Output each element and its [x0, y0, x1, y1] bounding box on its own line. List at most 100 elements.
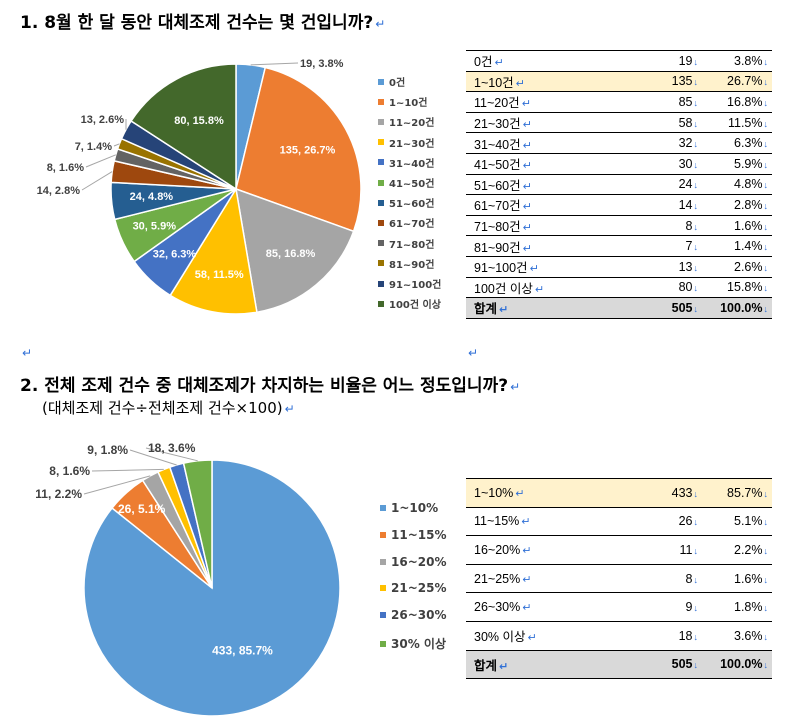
chart-1-legend-item: 71~80건	[378, 236, 434, 251]
chart-1-data-label: 19, 3.8%	[300, 58, 344, 70]
cell-text: 합계	[474, 658, 498, 673]
table-row: 1~10% ↵ 433↓ 85.7%↓	[466, 478, 772, 508]
chart-1-data-label: 24, 4.8%	[130, 191, 174, 203]
cell-text: 4.8%	[734, 177, 763, 192]
paragraph-mark: ↓	[693, 200, 699, 211]
chart-1-legend-item: 41~50건	[378, 175, 434, 190]
table-row: 91~100건 ↵ 13↓ 2.6%↓	[466, 255, 772, 278]
chart-1-legend-label: 31~40건	[389, 158, 435, 170]
cell-text: 14	[678, 197, 693, 212]
chart-1-legend-item: 91~100건	[378, 276, 441, 291]
paragraph-mark: ↓	[763, 200, 769, 211]
paragraph-mark: ↓	[763, 545, 769, 556]
cell-text: 32	[678, 136, 693, 151]
cell-text: 21~30건	[474, 117, 521, 132]
cell-text: 3.6%	[734, 628, 763, 643]
paragraph-mark: ↓	[763, 77, 769, 88]
paragraph-mark: ↓	[693, 159, 699, 170]
chart-1-legend-swatch	[378, 98, 384, 105]
chart-1-legend-label: 0건	[389, 78, 406, 89]
chart-1-data-label: 32, 6.3%	[153, 249, 197, 261]
chart-2-leader-line	[91, 468, 164, 472]
paragraph-mark: ↓	[763, 660, 769, 671]
table-cell-count: 505↓	[596, 649, 702, 680]
paragraph-mark: ↓	[693, 139, 699, 150]
table-cell-count: 80↓	[596, 276, 702, 299]
chart-2-legend-swatch	[380, 505, 386, 511]
paragraph-mark: ↵	[534, 283, 545, 296]
chart-1-legend-label: 91~100건	[389, 280, 442, 291]
table-cell-category: 26~30% ↵	[466, 592, 596, 622]
chart-1-legend-item: 1~10건	[378, 94, 427, 109]
cell-text: 61~70건	[474, 199, 521, 214]
chart-2-leader-line	[83, 475, 151, 495]
chart-2-legend-label: 1~10%	[391, 501, 439, 515]
chart-2-legend-swatch	[380, 558, 386, 565]
paragraph-mark: ↓	[763, 180, 769, 191]
cell-text: 2.2%	[734, 542, 763, 557]
paragraph-mark: ↓	[693, 56, 699, 67]
cell-text: 1~10%	[474, 485, 514, 500]
chart-1-data-label: 85, 16.8%	[266, 248, 316, 260]
cell-text: 85.7%	[727, 485, 763, 500]
chart-2-leader-line	[129, 449, 177, 466]
paragraph-mark: ↓	[763, 488, 769, 499]
cell-text: 11	[679, 542, 693, 557]
chart-1-legend-item: 100건 이상	[378, 296, 441, 311]
cell-text: 21~25%	[474, 571, 521, 586]
cell-text: 58	[678, 115, 693, 130]
cell-text: 19	[678, 53, 693, 68]
table-cell-percent: 6.3%↓	[702, 132, 772, 154]
cell-text: 135	[671, 74, 693, 89]
table-cell-category: 61~70건 ↵	[466, 194, 596, 216]
paragraph-mark: ↵	[522, 602, 532, 615]
chart-1-legend-item: 21~30건	[378, 135, 434, 150]
paragraph-mark: ↵	[529, 263, 539, 276]
paragraph-mark: ↓	[693, 118, 699, 129]
table-cell-percent: 1.6%↓	[702, 214, 772, 237]
cell-text: 100건 이상	[474, 281, 533, 296]
cell-text: 6.3%	[734, 136, 763, 151]
table-cell-percent: 2.8%↓	[702, 194, 772, 216]
chart-1-legend-label: 61~70건	[389, 219, 435, 231]
table-total-row: 합계 ↵ 505↓ 100.0%↓	[466, 297, 772, 319]
cell-text: 41~50건	[474, 158, 521, 173]
paragraph-mark: ↵	[468, 346, 479, 360]
paragraph-mark: ↓	[763, 517, 769, 528]
table-cell-percent: 85.7%↓	[702, 478, 772, 508]
table-row: 61~70건 ↵ 14↓ 2.8%↓	[466, 194, 772, 216]
table-cell-category: 합계 ↵	[466, 649, 596, 680]
table-cell-percent: 100.0%↓	[702, 649, 772, 680]
chart-2-legend-item: 30% 이상	[380, 635, 446, 652]
chart-1-legend-item: 51~60건	[378, 195, 434, 210]
cell-text: 1.4%	[734, 239, 763, 254]
chart-1-data-label: 30, 5.9%	[133, 221, 177, 233]
chart-1-leader-line	[81, 171, 113, 191]
table-cell-percent: 100.0%↓	[702, 297, 772, 319]
chart-1-legend-swatch	[378, 240, 384, 247]
chart-1-data-label: 8, 1.6%	[47, 162, 85, 174]
paragraph-mark: ↵	[522, 180, 532, 193]
table-cell-percent: 26.7%↓	[702, 70, 772, 93]
paragraph-mark: ↓	[693, 488, 699, 499]
chart-1-legend-label: 11~20건	[389, 118, 435, 130]
chart-2-legend-swatch	[380, 612, 386, 619]
chart-2-legend-label: 26~30%	[391, 608, 447, 623]
chart-1-legend-swatch	[378, 280, 384, 287]
chart-1-legend-label: 100건 이상	[389, 300, 441, 312]
paragraph-mark: ↓	[693, 303, 699, 314]
cell-text: 8	[685, 218, 693, 233]
table-cell-category: 11~15% ↵	[466, 506, 596, 537]
cell-text: 26.7%	[727, 74, 763, 89]
chart-2-legend-label: 30% 이상	[391, 637, 446, 651]
paragraph-mark: ↵	[499, 304, 509, 317]
paragraph-mark: ↓	[693, 545, 699, 556]
table-cell-count: 9↓	[596, 592, 702, 622]
table-cell-count: 135↓	[596, 70, 702, 93]
chart-2-data-label: 8, 1.6%	[49, 464, 90, 478]
chart-1-legend-swatch	[378, 199, 384, 206]
chart-1-legend-label: 81~90건	[389, 259, 435, 271]
cell-text: 16~20%	[474, 542, 521, 557]
chart-1-legend-label: 71~80건	[389, 239, 435, 251]
chart-1-data-label: 13, 2.6%	[81, 114, 125, 126]
